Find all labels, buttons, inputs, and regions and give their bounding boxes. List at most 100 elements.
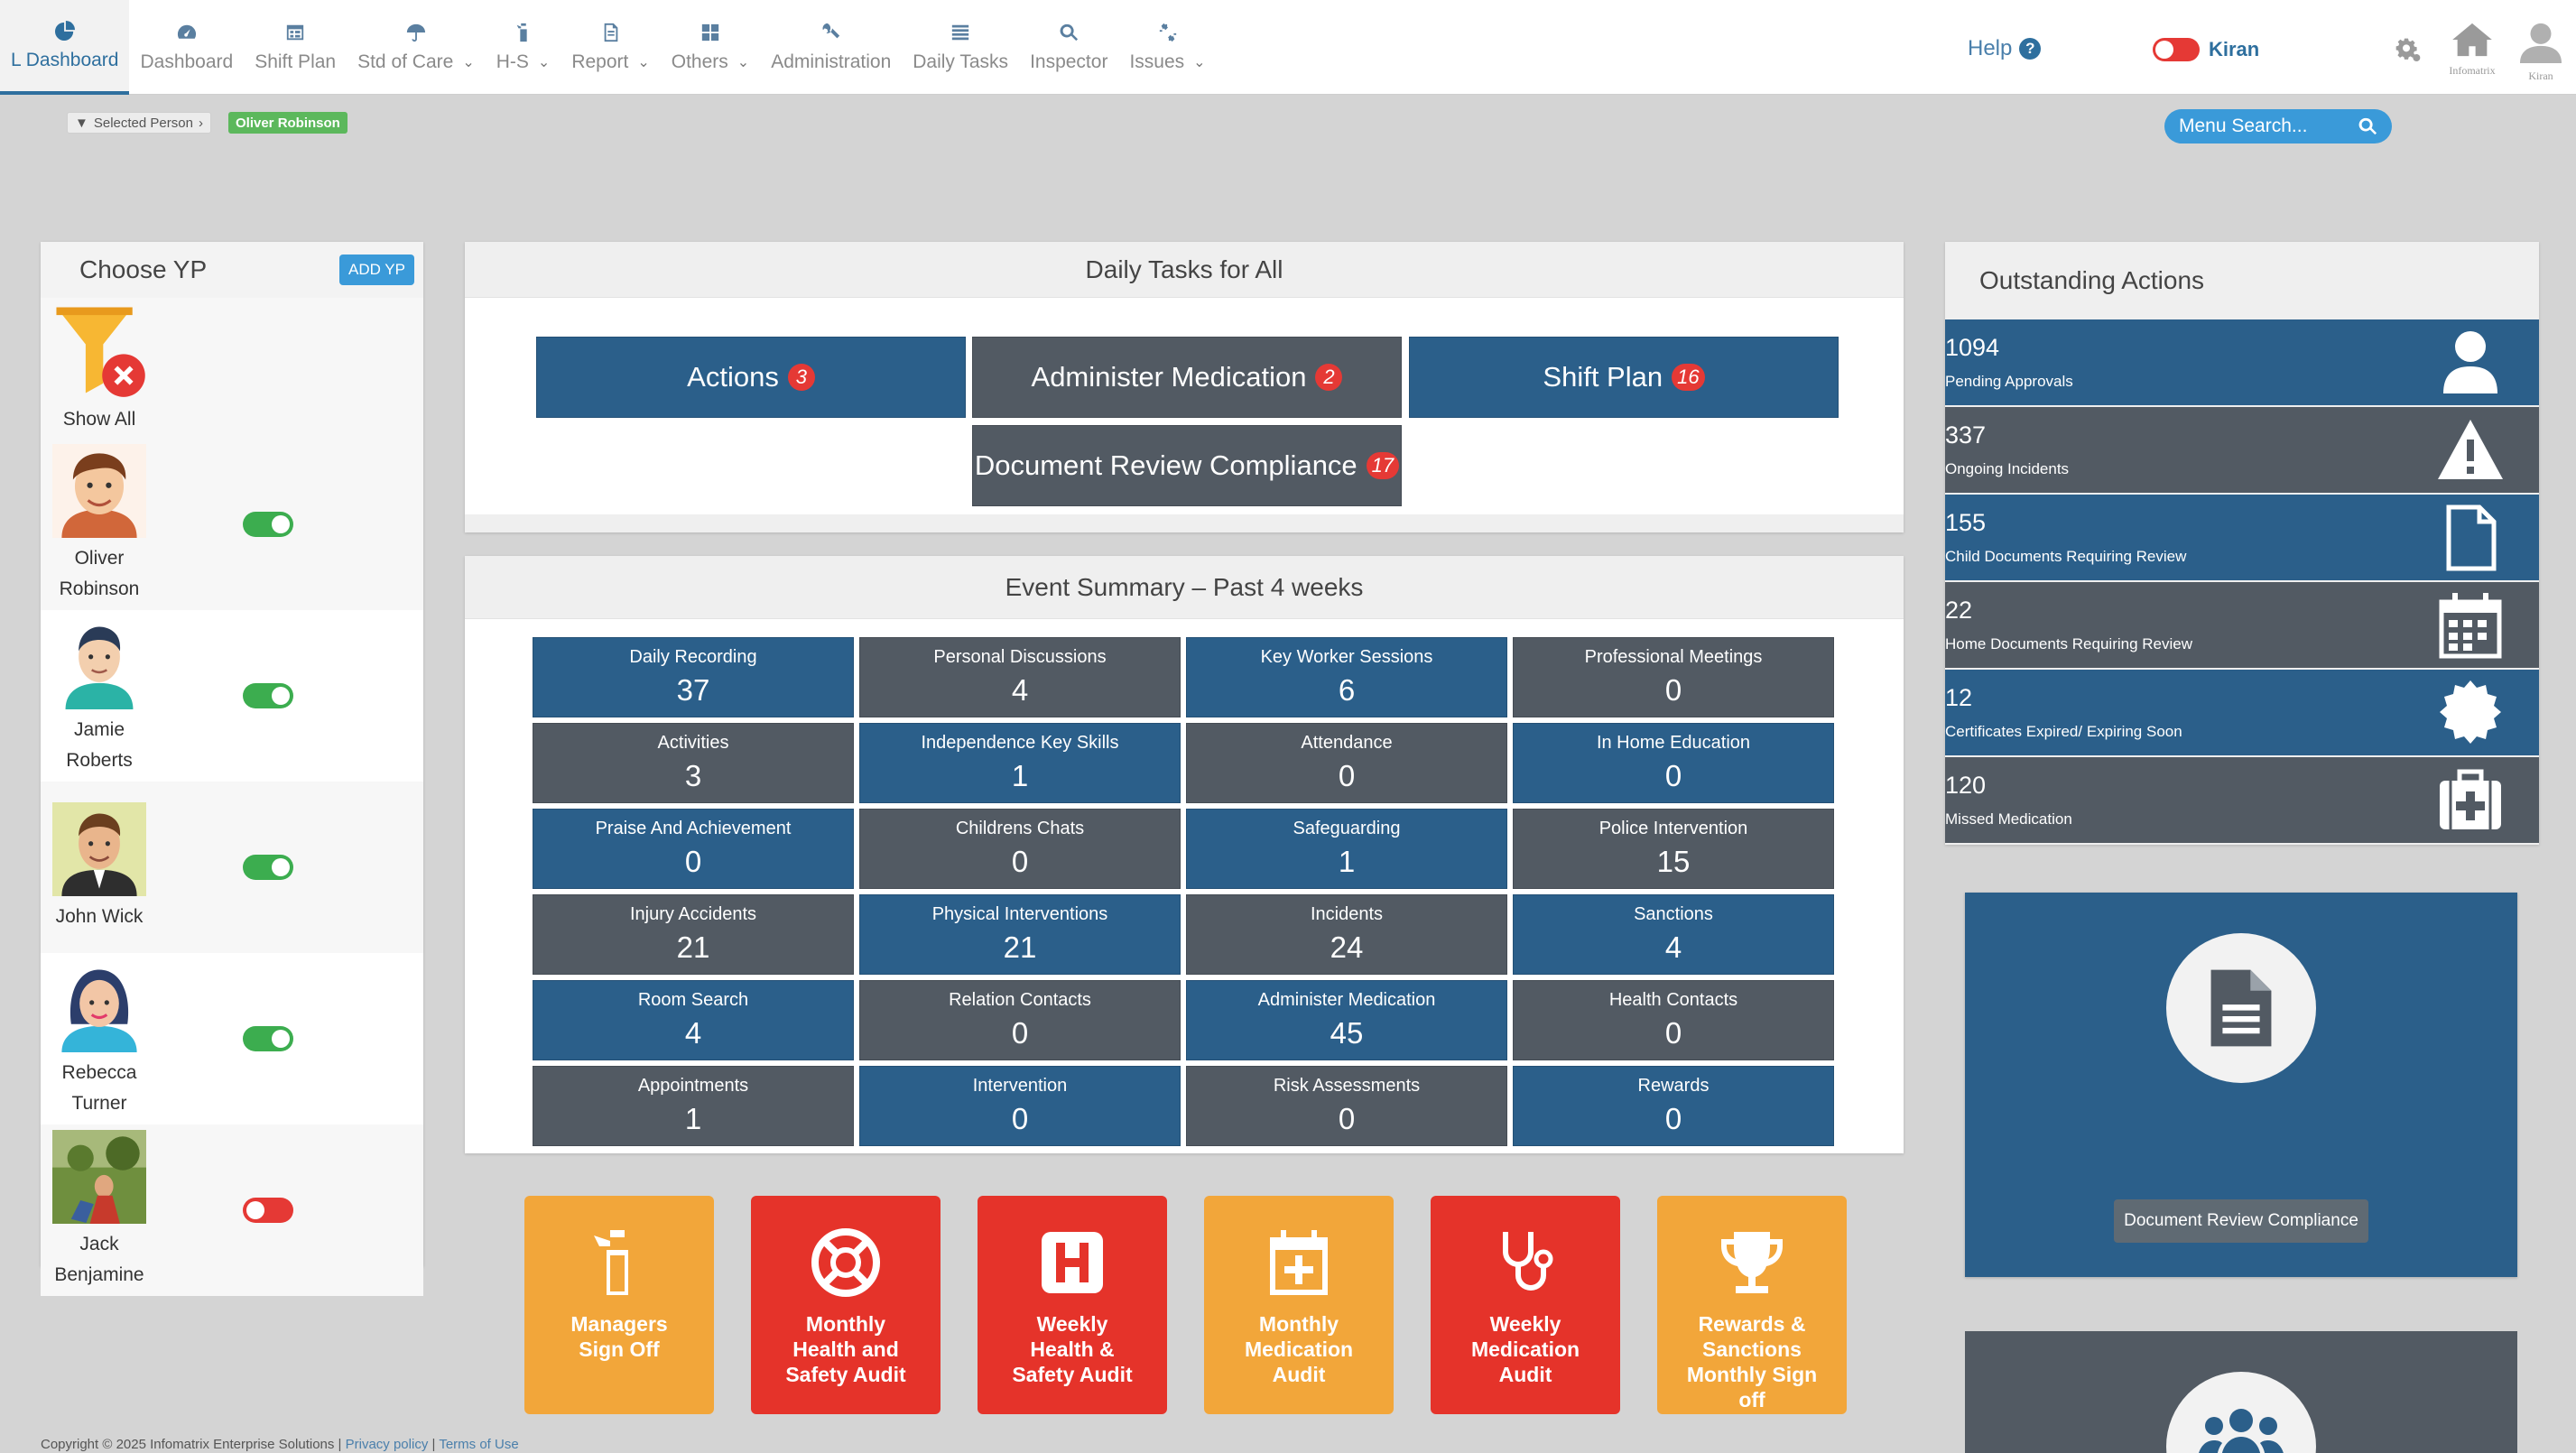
top-navigation: L Dashboard Dashboard Shift Plan Std of … xyxy=(0,0,2576,95)
document-review-compliance-link[interactable]: Document Review Compliance xyxy=(2114,1199,2368,1243)
nav-item-report[interactable]: Report ⌄ xyxy=(561,0,660,95)
event-tile[interactable]: Activities 3 xyxy=(533,723,854,803)
document-review-compliance-button[interactable]: Document Review Compliance 17 xyxy=(972,425,1402,506)
event-tile[interactable]: Incidents 24 xyxy=(1186,894,1507,975)
document-review-card[interactable]: Document Review Compliance xyxy=(1965,893,2517,1277)
event-tile[interactable]: Childrens Chats 0 xyxy=(859,809,1181,889)
event-tile[interactable]: In Home Education 0 xyxy=(1513,723,1834,803)
nav-item-l-dashboard[interactable]: L Dashboard xyxy=(0,0,130,95)
yp-row-jamie-roberts[interactable]: Jamie Roberts xyxy=(41,610,423,782)
add-yp-button[interactable]: ADD YP xyxy=(339,255,414,285)
user-avatar-button[interactable]: Kiran xyxy=(2518,22,2563,83)
user-status-toggle[interactable] xyxy=(2153,38,2200,61)
nav-item-daily-tasks[interactable]: Daily Tasks xyxy=(902,0,1019,95)
user-toggle[interactable]: Kiran xyxy=(2153,38,2259,61)
shift-plan-button[interactable]: Shift Plan 16 xyxy=(1409,337,1839,418)
certificates-row[interactable]: 12 Certificates Expired/ Expiring Soon xyxy=(1945,670,2539,755)
monthly-health-safety-audit-tile[interactable]: Monthly Health and Safety Audit xyxy=(751,1196,941,1414)
event-tile[interactable]: Safeguarding 1 xyxy=(1186,809,1507,889)
group-card[interactable] xyxy=(1965,1331,2517,1453)
child-documents-row[interactable]: 155 Child Documents Requiring Review xyxy=(1945,495,2539,580)
yp-row-jack-benjamine[interactable]: Jack Benjamine xyxy=(41,1124,423,1296)
yp-name-line2: Roberts xyxy=(66,750,133,771)
monthly-medication-audit-tile[interactable]: Monthly Medication Audit xyxy=(1204,1196,1394,1414)
ongoing-incidents-row[interactable]: 337 Ongoing Incidents xyxy=(1945,407,2539,493)
yp-active-toggle[interactable] xyxy=(243,1026,293,1051)
event-tile[interactable]: Intervention 0 xyxy=(859,1066,1181,1146)
event-tile-value: 0 xyxy=(1338,759,1356,792)
yp-active-toggle[interactable] xyxy=(243,683,293,708)
event-tile[interactable]: Appointments 1 xyxy=(533,1066,854,1146)
event-tile[interactable]: Personal Discussions 4 xyxy=(859,637,1181,717)
yp-row-oliver-robinson[interactable]: Oliver Robinson xyxy=(41,439,423,610)
event-tile-label: Activities xyxy=(657,733,729,753)
event-tile[interactable]: Physical Interventions 21 xyxy=(859,894,1181,975)
event-tile-label: Praise And Achievement xyxy=(595,819,792,838)
event-tile-label: Health Contacts xyxy=(1608,990,1738,1010)
nav-item-dashboard[interactable]: Dashboard xyxy=(129,0,244,95)
event-tile[interactable]: Praise And Achievement 0 xyxy=(533,809,854,889)
nav-item-issues[interactable]: Issues ⌄ xyxy=(1118,0,1216,95)
home-documents-row[interactable]: 22 Home Documents Requiring Review xyxy=(1945,582,2539,668)
privacy-policy-link[interactable]: Privacy policy xyxy=(345,1437,429,1452)
user-name: Kiran xyxy=(2209,38,2260,60)
oa-count: 1094 xyxy=(1945,334,2000,361)
terms-of-use-link[interactable]: Terms of Use xyxy=(439,1437,519,1452)
nav-item-std-of-care[interactable]: Std of Care ⌄ xyxy=(347,0,486,95)
event-tile[interactable]: Relation Contacts 0 xyxy=(859,980,1181,1060)
event-tile[interactable]: Professional Meetings 0 xyxy=(1513,637,1834,717)
nav-item-inspector[interactable]: Inspector xyxy=(1019,0,1118,95)
yp-active-toggle[interactable] xyxy=(243,1198,293,1223)
rewards-sanctions-sign-off-tile[interactable]: Rewards & Sanctions Monthly Sign off xyxy=(1657,1196,1847,1414)
event-tile[interactable]: Injury Accidents 21 xyxy=(533,894,854,975)
event-tile-label: Personal Discussions xyxy=(933,647,1107,667)
nav-item-shift-plan[interactable]: Shift Plan xyxy=(244,0,347,95)
yp-active-toggle[interactable] xyxy=(243,855,293,880)
selected-person-badge[interactable]: Oliver Robinson xyxy=(228,112,347,134)
weekly-medication-audit-tile[interactable]: Weekly Medication Audit xyxy=(1431,1196,1620,1414)
yp-row-john-wick[interactable]: John Wick xyxy=(41,782,423,953)
event-tile[interactable]: Sanctions 4 xyxy=(1513,894,1834,975)
home-button[interactable]: Infomatrix xyxy=(2441,22,2504,78)
event-tile[interactable]: Attendance 0 xyxy=(1186,723,1507,803)
nav-item-others[interactable]: Others ⌄ xyxy=(661,0,760,95)
selected-person-filter[interactable]: ▼ Selected Person › xyxy=(67,112,211,134)
event-tile[interactable]: Room Search 4 xyxy=(533,980,854,1060)
yp-row-rebecca-turner[interactable]: Rebecca Turner xyxy=(41,953,423,1124)
event-tile[interactable]: Key Worker Sessions 6 xyxy=(1186,637,1507,717)
chevron-down-icon: ⌄ xyxy=(637,54,650,70)
nav-item-administration[interactable]: Administration xyxy=(760,0,902,95)
tile-line2: Health & xyxy=(1030,1337,1115,1361)
nav-label: Report xyxy=(571,51,629,72)
pending-approvals-row[interactable]: 1094 Pending Approvals xyxy=(1945,319,2539,405)
event-tile-value: 6 xyxy=(1338,673,1356,707)
weekly-health-safety-audit-tile[interactable]: Weekly Health & Safety Audit xyxy=(978,1196,1167,1414)
yp-active-toggle[interactable] xyxy=(243,512,293,537)
event-tile[interactable]: Rewards 0 xyxy=(1513,1066,1834,1146)
event-tile[interactable]: Independence Key Skills 1 xyxy=(859,723,1181,803)
actions-button[interactable]: Actions 3 xyxy=(536,337,966,418)
event-tile[interactable]: Police Intervention 15 xyxy=(1513,809,1834,889)
oa-label: Pending Approvals xyxy=(1945,373,2073,390)
missed-medication-row[interactable]: 120 Missed Medication xyxy=(1945,757,2539,843)
menu-search[interactable] xyxy=(2164,109,2392,143)
event-tile[interactable]: Daily Recording 37 xyxy=(533,637,854,717)
event-tile-value: 0 xyxy=(1664,759,1682,792)
event-tile[interactable]: Administer Medication 45 xyxy=(1186,980,1507,1060)
event-tile[interactable]: Risk Assessments 0 xyxy=(1186,1066,1507,1146)
managers-sign-off-tile[interactable]: Managers Sign Off xyxy=(524,1196,714,1414)
settings-gear-icon[interactable] xyxy=(2394,36,2423,69)
search-icon[interactable] xyxy=(2358,116,2377,136)
help-link[interactable]: Help ? xyxy=(1968,36,2042,61)
tile-line4: off xyxy=(1738,1388,1765,1411)
nav-item-h-s[interactable]: H-S ⌄ xyxy=(486,0,561,95)
avatar xyxy=(52,615,146,709)
yp-show-all-row[interactable]: Show All xyxy=(41,298,423,439)
avatar-icon xyxy=(2520,23,2562,63)
menu-search-input[interactable] xyxy=(2179,116,2350,137)
footer-separator: | xyxy=(431,1437,436,1452)
event-tile[interactable]: Health Contacts 0 xyxy=(1513,980,1834,1060)
event-tile-label: Incidents xyxy=(1310,904,1384,924)
oa-label: Child Documents Requiring Review xyxy=(1945,548,2187,565)
administer-medication-button[interactable]: Administer Medication 2 xyxy=(972,337,1402,418)
